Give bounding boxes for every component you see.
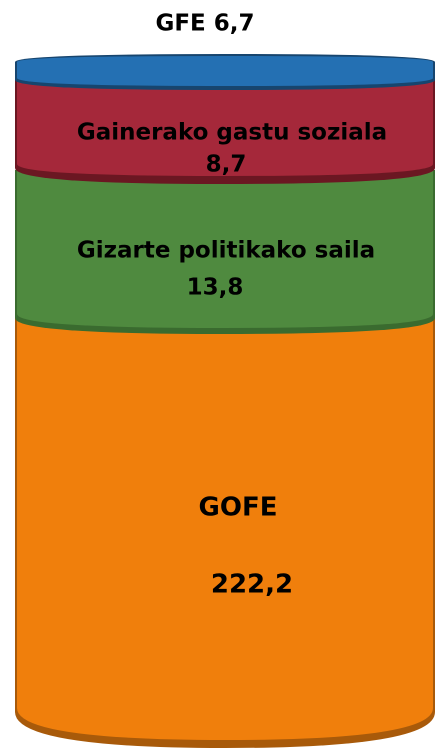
segment-value: 8,7 bbox=[206, 152, 247, 178]
segment-value: 13,8 bbox=[187, 275, 244, 301]
blue-segment bbox=[17, 56, 433, 86]
segment-label: Gizarte politikako saila bbox=[77, 238, 375, 264]
segment-value: 222,2 bbox=[211, 570, 293, 600]
green-segment bbox=[17, 170, 433, 328]
title: GFE 6,7 bbox=[155, 11, 254, 37]
red-segment bbox=[17, 78, 433, 176]
segment-label: Gainerako gastu soziala bbox=[77, 120, 387, 146]
segment-label: GOFE bbox=[199, 493, 278, 523]
orange-segment bbox=[17, 300, 433, 740]
